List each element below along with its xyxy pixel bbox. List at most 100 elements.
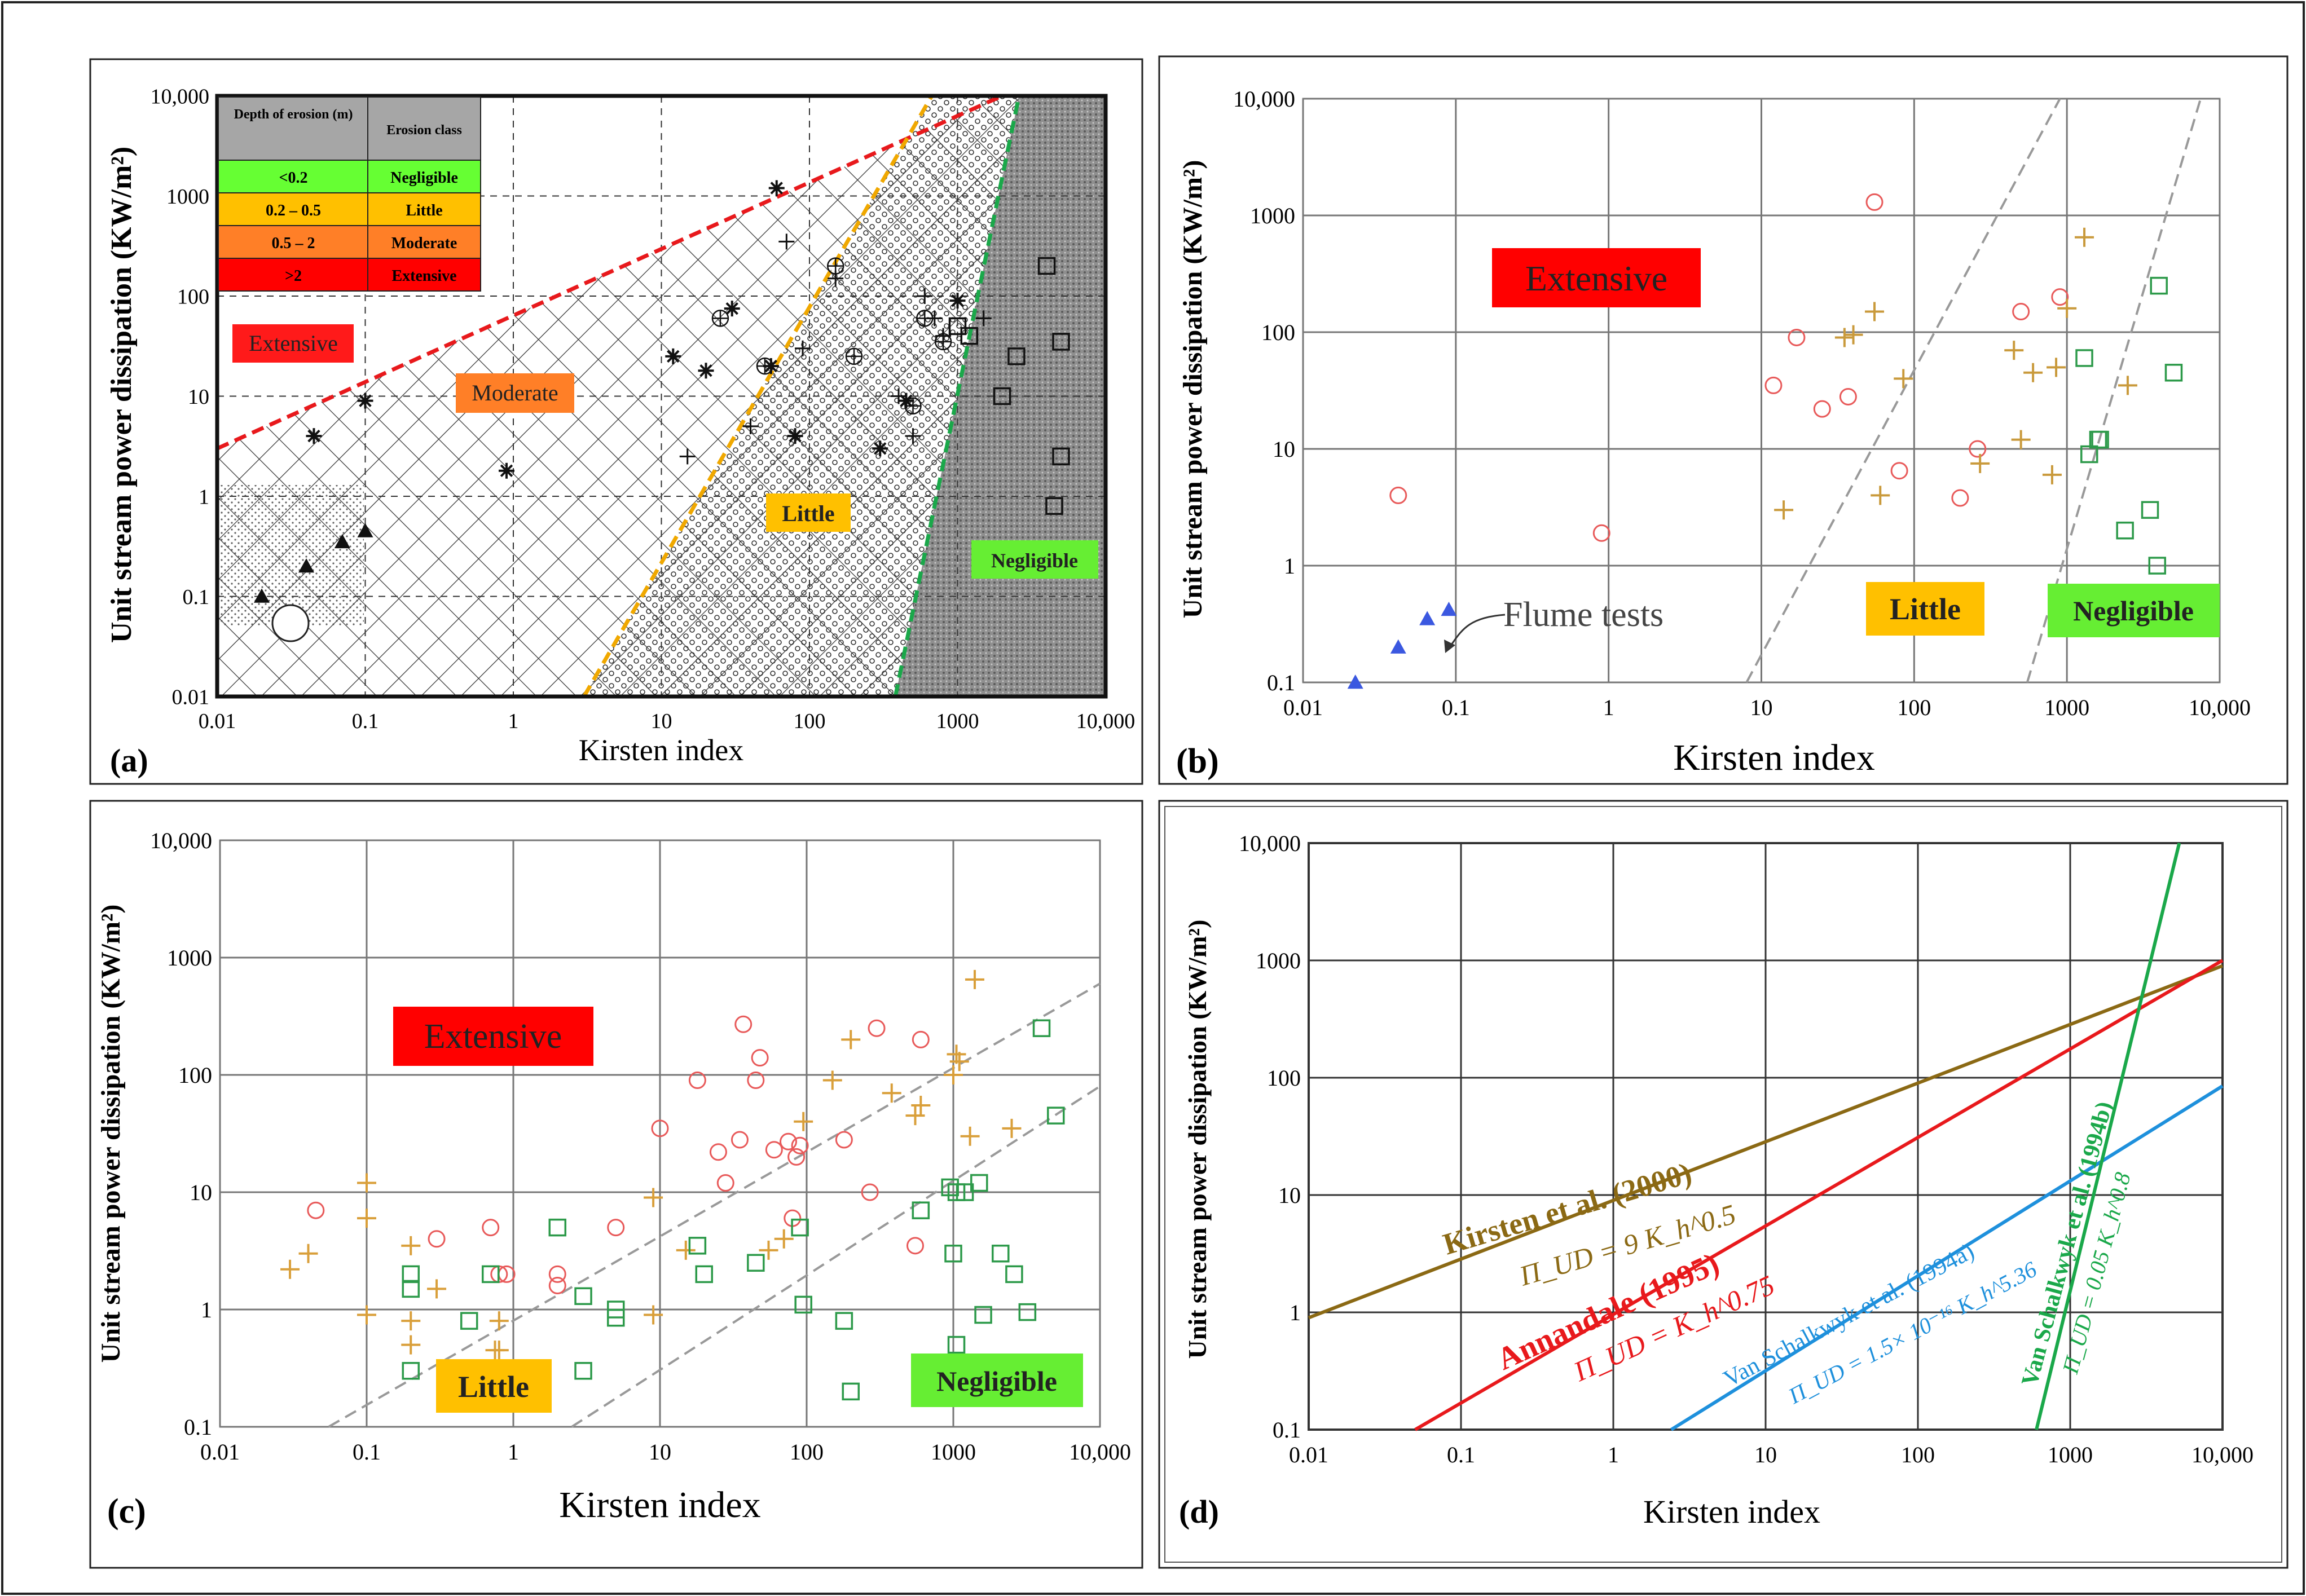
- data-point-square: [481, 1265, 500, 1284]
- y-tick-label: 10,000: [1233, 86, 1295, 112]
- panel-c-boundaries: [328, 982, 1101, 1428]
- data-point-plus: [944, 1065, 963, 1084]
- data-point-square: [2148, 557, 2166, 575]
- data-point-square: [2116, 521, 2134, 540]
- data-point-circle: [428, 1230, 446, 1248]
- panel-d-tick-labels: 0.01 0.1 1 10 100 1000 10,0000.1110100100010,0…: [1239, 831, 2254, 1467]
- data-point-circle: [906, 1237, 924, 1255]
- panel-b: Extensive Little Negligible Flume tests …: [1176, 86, 2251, 781]
- data-point-circle-cross-lines: [712, 310, 728, 327]
- data-point-square: [688, 1237, 707, 1255]
- table-row: [218, 258, 481, 292]
- data-point-star: [724, 301, 740, 317]
- data-point-plus: [822, 1070, 842, 1090]
- data-point-square: [1046, 1106, 1065, 1125]
- data-point-plus: [2011, 430, 2031, 449]
- data-point-square: [1052, 447, 1070, 466]
- data-point-square: [606, 1308, 625, 1327]
- data-point-plus: [2004, 341, 2024, 360]
- table-cell-depth: 0.5 – 2: [272, 235, 315, 252]
- data-point-circle-cross-lines: [846, 348, 862, 364]
- data-point-square: [1007, 347, 1026, 365]
- y-tick-label: 1000: [1256, 948, 1301, 973]
- data-point-circle: [1764, 376, 1783, 394]
- data-point-plus: [2042, 465, 2062, 484]
- panel-d-frame-inner: [1164, 806, 2282, 1563]
- data-point-square: [747, 1254, 765, 1272]
- data-point-plus: [298, 1244, 318, 1263]
- table-cell-depth: <0.2: [279, 169, 308, 187]
- x-tick-label: 1000: [936, 709, 979, 733]
- data-point-plus: [1774, 500, 1794, 520]
- data-point-cross: [891, 388, 907, 404]
- data-point-square: [1045, 497, 1063, 515]
- label-negligible-bg: [971, 540, 1098, 579]
- panel-d-ylabel: Unit stream power dissipation (KW/m²): [1183, 920, 1212, 1359]
- data-point-square: [992, 1245, 1010, 1263]
- data-point-circle: [791, 1136, 809, 1154]
- data-point-circle: [1788, 328, 1806, 346]
- data-point-star: [949, 293, 966, 309]
- data-point-star: [498, 462, 514, 479]
- data-point-circle: [787, 1148, 806, 1166]
- data-point-cross: [679, 448, 696, 465]
- b-flume-arrow: [1447, 614, 1506, 649]
- data-point-triangle: [1390, 639, 1406, 654]
- x-tick-label: 1000: [931, 1439, 976, 1465]
- data-point-triangle: [357, 523, 373, 537]
- data-point-plus: [2047, 358, 2066, 377]
- data-point-square: [2141, 501, 2159, 519]
- c-label-negligible: Negligible: [936, 1365, 1057, 1397]
- x-tick-label: 0.1: [352, 709, 379, 733]
- data-point-circle: [835, 1131, 853, 1149]
- y-tick-label: 100: [1261, 320, 1295, 345]
- data-point-plus: [2023, 363, 2043, 382]
- data-point-circle: [868, 1019, 886, 1037]
- data-point-circle: [730, 1131, 749, 1149]
- data-point-star: [306, 428, 322, 444]
- data-point-plus: [1894, 369, 1913, 389]
- panel-b-tick-labels: 0.01 0.1 1 10 100 1000 10,0000.1110100100010,0…: [1233, 86, 2251, 720]
- data-point-circle-cross-lines: [935, 333, 952, 350]
- y-tick-label: 10: [190, 1180, 212, 1205]
- data-point-circle: [747, 1072, 765, 1090]
- x-tick-label: 1000: [2048, 1442, 2093, 1467]
- data-point-plus: [401, 1335, 421, 1355]
- panel-a-xlabel: Kirsten index: [579, 733, 743, 767]
- data-point-plus: [1871, 486, 1890, 505]
- y-tick-label: 1: [1284, 553, 1295, 579]
- data-point-square: [993, 387, 1011, 405]
- x-tick-label: 10: [651, 709, 672, 733]
- y-tick-label: 0.01: [172, 685, 210, 709]
- data-point-plus: [1843, 325, 1863, 345]
- boundary-line: [1745, 98, 2061, 683]
- panel-a-markers: [254, 180, 1070, 603]
- data-point-plus: [401, 1311, 421, 1331]
- data-point-plus: [2057, 298, 2077, 318]
- data-point-plus: [774, 1229, 794, 1249]
- data-point-square: [2164, 364, 2183, 382]
- data-point-triangle: [254, 588, 270, 603]
- data-point-circle: [548, 1277, 566, 1295]
- y-tick-label: 1000: [166, 185, 209, 209]
- b-label-negligible-bg: [2048, 584, 2220, 637]
- data-point-circle: [1389, 486, 1407, 504]
- data-point-plus: [357, 1209, 376, 1228]
- x-tick-label: 0.01: [1283, 695, 1323, 720]
- table-cell-depth: 0.2 – 0.5: [266, 202, 321, 219]
- data-point-circle: [651, 1119, 669, 1138]
- data-point-plus: [1834, 328, 1854, 347]
- data-point-circle: [861, 1183, 879, 1201]
- data-point-square: [574, 1362, 592, 1380]
- table-header-depth: Depth of erosion (m): [234, 107, 353, 122]
- y-tick-label: 10: [1273, 437, 1295, 462]
- data-point-square: [970, 1174, 988, 1192]
- data-point-plus: [644, 1305, 663, 1325]
- x-tick-label: 1: [1603, 695, 1614, 720]
- data-point-star: [768, 180, 785, 196]
- data-point-square: [944, 1245, 962, 1263]
- data-point-circle-cross-lines: [905, 398, 921, 414]
- data-point-square: [835, 1312, 853, 1330]
- data-point-circle: [716, 1174, 734, 1192]
